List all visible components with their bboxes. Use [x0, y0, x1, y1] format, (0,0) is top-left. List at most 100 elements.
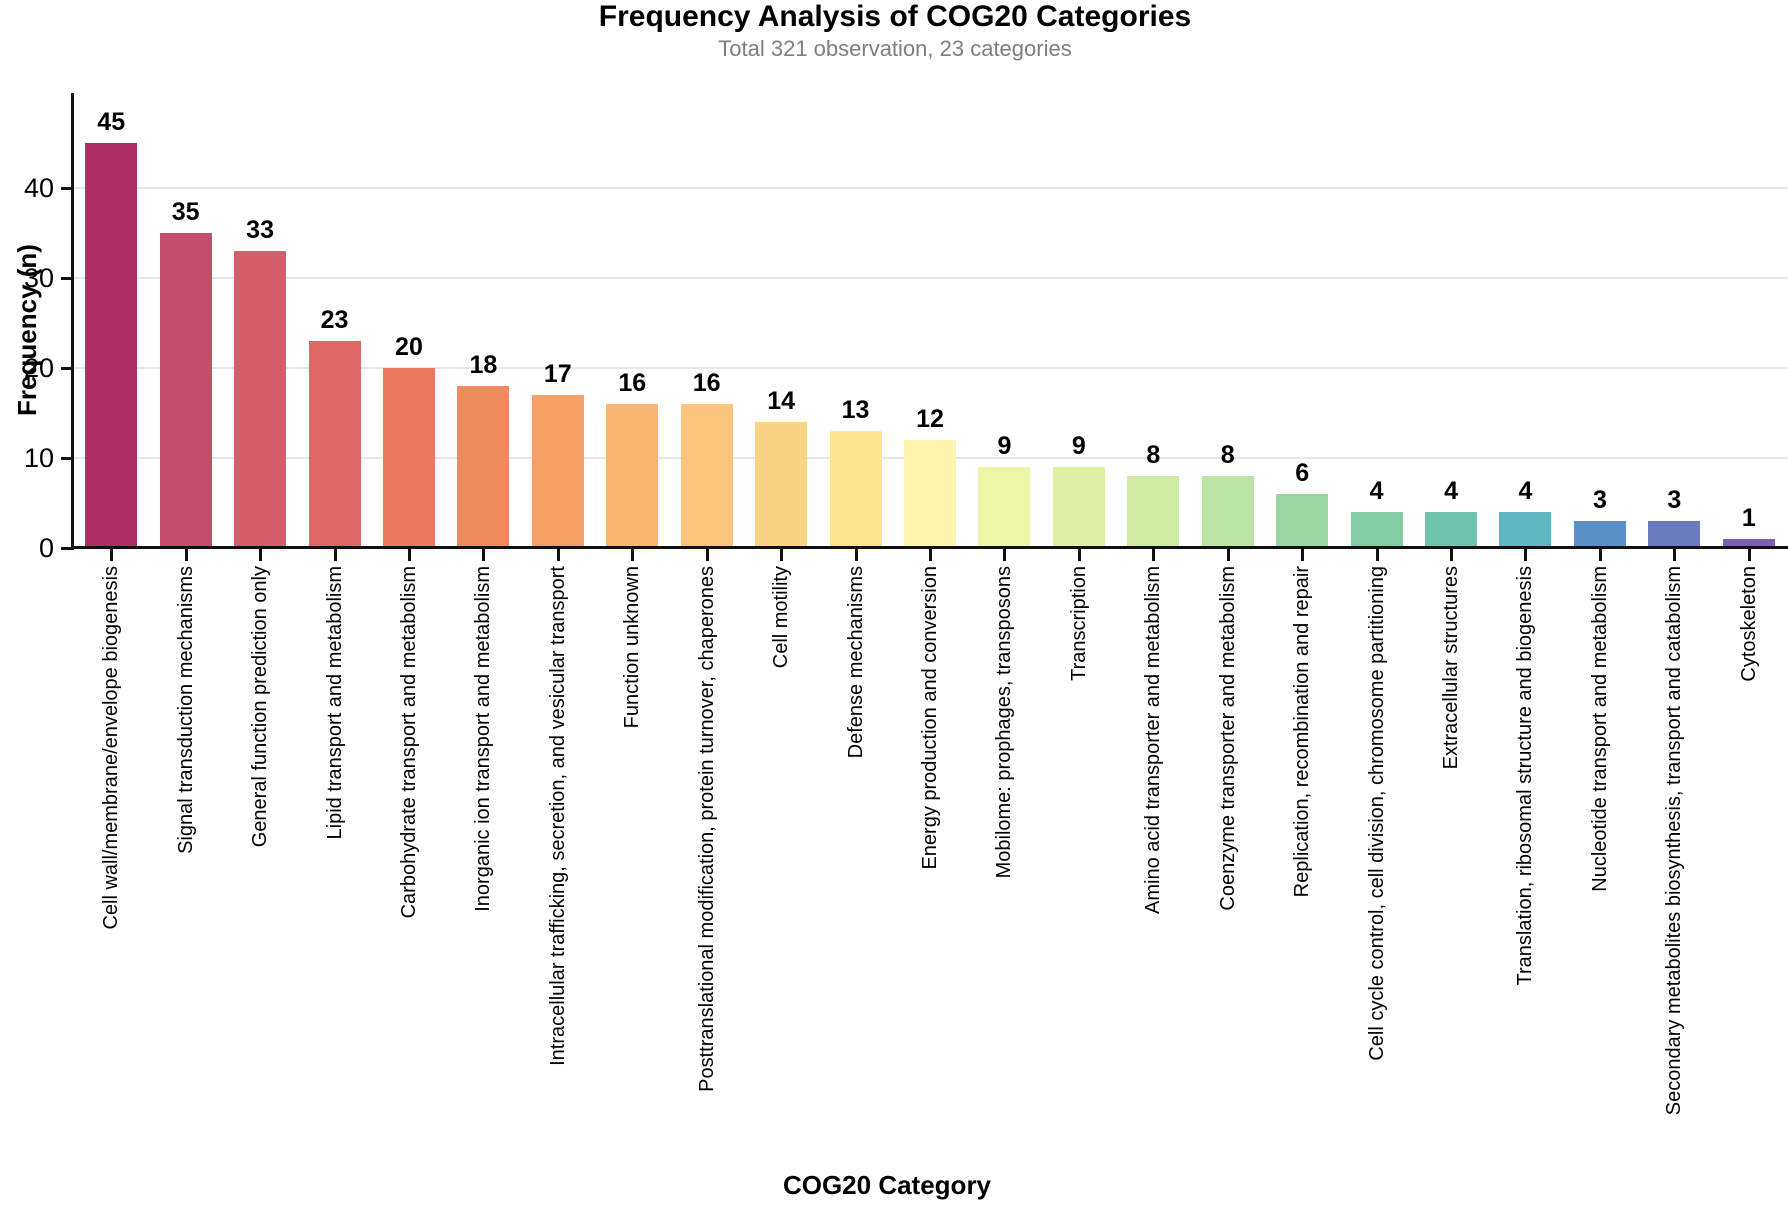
- bar-value-label: 9: [997, 431, 1012, 460]
- x-tick-label: General function prediction only: [249, 566, 272, 848]
- y-tick-mark: [61, 186, 74, 190]
- x-tick-label: Mobilome: prophages, transposons: [993, 566, 1016, 879]
- bar-value-label: 3: [1667, 485, 1682, 514]
- x-tick-label: Amino acid transporter and metabolism: [1142, 566, 1165, 914]
- x-axis-title: COG20 Category: [782, 1170, 992, 1200]
- x-tick-label: Energy production and conversion: [919, 566, 941, 870]
- bar-value-label: 4: [1518, 476, 1533, 505]
- bar-value-label: 9: [1071, 431, 1086, 460]
- x-tick-mark: [1301, 549, 1305, 561]
- x-tick-mark: [110, 549, 114, 561]
- bar: [1425, 511, 1478, 548]
- bar: [829, 430, 882, 548]
- x-tick-mark: [259, 549, 263, 561]
- x-tick-label: Secondary metabolites biosynthesis, tran…: [1663, 566, 1686, 1116]
- x-tick-mark: [1524, 549, 1528, 561]
- bar: [680, 403, 733, 548]
- x-tick-label: Lipid transport and metabolism: [323, 566, 346, 840]
- chart-subtitle: Total 321 observation, 23 categories: [718, 36, 1072, 61]
- chart-title: Frequency Analysis of COG20 Categories: [598, 0, 1192, 33]
- x-tick-mark: [556, 549, 560, 561]
- bar: [1127, 475, 1180, 548]
- y-gridline: [74, 276, 1788, 279]
- x-tick-mark: [1673, 549, 1677, 561]
- bar-value-label: 8: [1146, 440, 1161, 469]
- bar: [382, 367, 435, 548]
- y-tick-label: 40: [23, 172, 54, 203]
- y-axis-line: [71, 93, 74, 549]
- x-tick-label: Replication, recombination and repair: [1291, 566, 1314, 898]
- x-tick-mark: [1003, 549, 1007, 561]
- bar: [1648, 520, 1701, 548]
- x-tick-mark: [1152, 549, 1156, 561]
- bar-value-label: 4: [1444, 476, 1458, 505]
- x-tick-mark: [780, 549, 784, 561]
- y-tick-label: 10: [23, 442, 54, 473]
- bar: [457, 385, 510, 548]
- bar: [978, 466, 1031, 548]
- bar-value-label: 13: [841, 395, 870, 424]
- x-tick-mark: [1375, 549, 1379, 561]
- x-tick-label: Signal transduction mechanisms: [174, 566, 197, 854]
- x-tick-mark: [854, 549, 858, 561]
- y-tick-mark: [61, 547, 74, 550]
- y-gridline: [74, 366, 1788, 369]
- x-tick-mark: [631, 549, 635, 561]
- bar-value-label: 14: [767, 386, 796, 415]
- bar-value-label: 1: [1741, 503, 1756, 532]
- bar: [755, 421, 808, 548]
- x-tick-label: Cell cycle control, cell division, chrom…: [1365, 566, 1388, 1061]
- x-tick-label: Intracellular trafficking, secretion, an…: [546, 566, 569, 1066]
- x-tick-mark: [1450, 549, 1454, 561]
- bar-value-label: 23: [320, 305, 349, 334]
- bar: [159, 232, 212, 548]
- x-tick-mark: [705, 549, 709, 561]
- y-tick-mark: [61, 366, 74, 370]
- x-tick-label: Defense mechanisms: [844, 566, 867, 759]
- bar-value-label: 33: [246, 215, 274, 244]
- x-tick-mark: [482, 549, 486, 561]
- x-tick-label: Cytoskeleton: [1737, 566, 1760, 682]
- x-tick-label: Nucleotide transport and metabolism: [1588, 566, 1611, 892]
- x-tick-mark: [1598, 549, 1602, 561]
- bar-value-label: 12: [916, 404, 944, 433]
- bar-value-label: 8: [1220, 440, 1235, 469]
- bar-value-label: 45: [97, 107, 126, 136]
- bar: [1052, 466, 1105, 548]
- bar: [1573, 520, 1626, 548]
- x-tick-label: Carbohydrate transport and metabolism: [397, 566, 420, 919]
- x-tick-mark: [407, 549, 411, 561]
- y-gridline: [74, 186, 1788, 189]
- y-tick-mark: [61, 276, 74, 280]
- bar-value-label: 20: [395, 332, 423, 361]
- y-tick-label: 0: [38, 533, 54, 563]
- bar: [606, 403, 659, 548]
- x-axis-line: [71, 546, 1788, 549]
- bar: [1201, 475, 1254, 548]
- bar: [904, 439, 956, 548]
- x-tick-label: Coenzyme transporter and metabolism: [1216, 566, 1239, 911]
- bar: [531, 394, 584, 548]
- bar-value-label: 35: [171, 197, 200, 226]
- x-tick-mark: [184, 549, 188, 561]
- bar: [234, 250, 287, 548]
- bar-value-label: 6: [1295, 458, 1310, 487]
- bar-value-label: 17: [543, 359, 572, 388]
- x-tick-label: Translation, ribosomal structure and bio…: [1514, 566, 1537, 986]
- x-tick-label: Function unknown: [621, 566, 644, 729]
- x-tick-mark: [333, 549, 337, 561]
- x-tick-label: Posttranslational modification, protein …: [695, 566, 718, 1092]
- x-tick-label: Cell motility: [770, 566, 793, 669]
- x-tick-mark: [1747, 549, 1751, 561]
- bar-value-label: 16: [692, 368, 721, 397]
- y-tick-label: 20: [23, 352, 54, 383]
- bar: [85, 142, 138, 548]
- bar-value-label: 3: [1592, 485, 1607, 514]
- bar: [308, 340, 361, 548]
- x-tick-label: Extracellular structures: [1440, 566, 1463, 770]
- x-tick-mark: [1226, 549, 1230, 561]
- x-tick-mark: [1077, 549, 1081, 561]
- y-tick-label: 30: [23, 262, 54, 293]
- x-tick-mark: [929, 549, 932, 561]
